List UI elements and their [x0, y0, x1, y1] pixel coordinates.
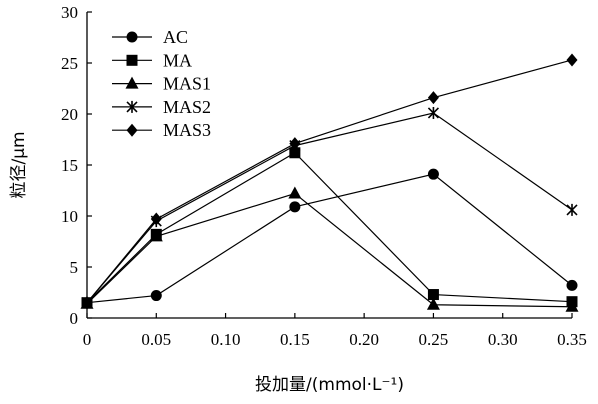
x-axis-label: 投加量/(mmol·L⁻¹) — [255, 375, 404, 395]
x-tick-label: 0.20 — [349, 330, 379, 349]
data-point — [288, 186, 302, 199]
legend-label: MAS2 — [163, 97, 211, 117]
data-point — [289, 137, 301, 151]
legend-item: MA — [112, 50, 192, 70]
legend-marker — [126, 31, 138, 43]
legend-marker — [126, 54, 138, 66]
data-point — [149, 229, 163, 242]
ticks: 0 0.05 0.10 0.15 0.20 0.25 0.30 0.35 0 5 10 15 20 25 3… — [61, 3, 587, 349]
data-point — [81, 296, 93, 310]
data-point — [566, 279, 578, 291]
x-tick-label: 0.10 — [211, 330, 241, 349]
legend-label: AC — [163, 27, 188, 47]
series-line — [86, 112, 573, 304]
data-point — [565, 299, 579, 312]
data-point — [427, 168, 439, 180]
x-tick-label: 0.05 — [141, 330, 171, 349]
data-point — [566, 203, 578, 216]
legend-marker — [126, 100, 138, 113]
series-ma — [81, 147, 578, 309]
x-tick-label: 0.30 — [488, 330, 518, 349]
series-layer — [80, 53, 579, 312]
legend-item: MAS3 — [112, 120, 211, 140]
data-point — [427, 289, 439, 301]
legend-item: MAS1 — [112, 74, 211, 94]
y-tick-label: 5 — [70, 258, 79, 277]
axes — [86, 12, 572, 319]
legend-item: MAS2 — [112, 97, 211, 117]
legend: AC MA MAS1 MAS2 MAS3 — [112, 27, 211, 140]
y-tick-label: 15 — [61, 156, 78, 175]
y-tick-label: 20 — [61, 105, 78, 124]
x-tick-label: 0 — [83, 330, 92, 349]
x-tick-label: 0.15 — [280, 330, 310, 349]
data-point — [566, 53, 578, 67]
series-line — [86, 192, 573, 308]
series-mas3 — [81, 53, 578, 310]
data-point — [426, 297, 440, 310]
data-point — [427, 91, 439, 105]
series-ac — [81, 168, 578, 309]
x-tick-label: 0.25 — [419, 330, 449, 349]
y-tick-label: 0 — [70, 309, 79, 328]
legend-item: AC — [112, 27, 188, 47]
legend-label: MA — [163, 50, 192, 70]
x-tick-label: 0.35 — [557, 330, 587, 349]
data-point — [150, 290, 162, 302]
data-point — [427, 106, 439, 119]
legend-label: MAS3 — [163, 120, 211, 140]
series-line — [86, 59, 573, 304]
y-tick-label: 10 — [61, 207, 78, 226]
data-point — [150, 212, 162, 226]
legend-marker — [125, 76, 139, 89]
y-tick-label: 30 — [61, 3, 78, 22]
y-axis-label: 粒径/μm — [9, 131, 29, 198]
data-point — [289, 201, 301, 213]
y-tick-label: 25 — [61, 54, 78, 73]
legend-marker — [126, 123, 138, 137]
data-point — [289, 147, 301, 159]
series-mas1 — [80, 186, 579, 312]
series-mas2 — [81, 106, 578, 309]
legend-label: MAS1 — [163, 74, 211, 94]
